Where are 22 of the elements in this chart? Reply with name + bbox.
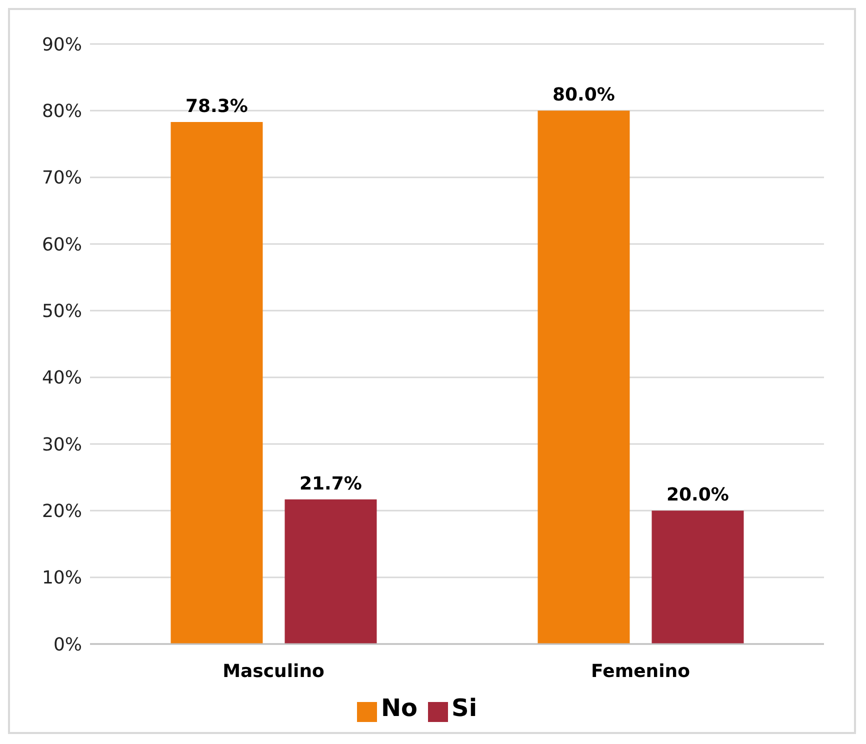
y-tick-label: 0% — [53, 634, 82, 656]
data-label: 21.7% — [300, 473, 362, 494]
y-tick-label: 70% — [42, 168, 82, 189]
data-label: 80.0% — [552, 84, 615, 106]
legend-label: No — [380, 694, 418, 722]
bar — [538, 110, 630, 644]
y-tick-label: 20% — [42, 501, 82, 522]
y-tick-label: 50% — [42, 301, 82, 322]
legend-label: Si — [452, 694, 478, 722]
x-tick-label: Femenino — [591, 660, 690, 682]
data-label: 78.3% — [186, 96, 248, 117]
y-tick-label: 60% — [42, 234, 82, 256]
bar — [284, 499, 377, 644]
y-tick-label: 40% — [42, 368, 82, 389]
y-tick-label: 90% — [42, 34, 82, 56]
x-tick-label: Masculino — [222, 660, 324, 682]
data-label: 20.0% — [666, 484, 729, 506]
y-tick-label: 30% — [42, 434, 82, 456]
y-tick-label: 10% — [42, 568, 82, 589]
y-tick-label: 80% — [42, 101, 82, 122]
bar — [170, 122, 263, 644]
bar — [652, 510, 744, 644]
